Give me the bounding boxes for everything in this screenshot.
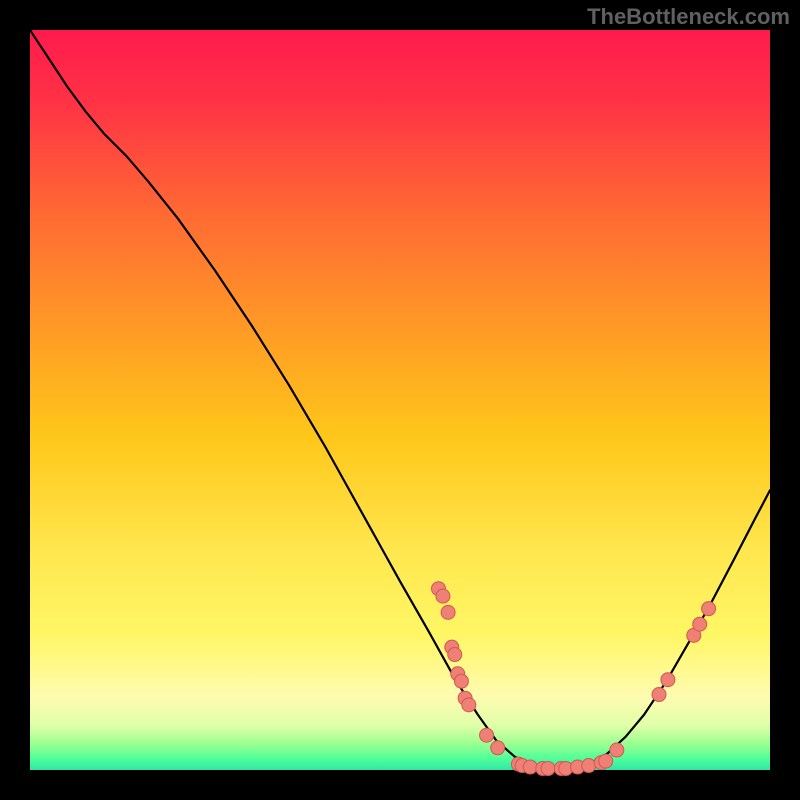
watermark-text: TheBottleneck.com — [587, 4, 790, 30]
gradient-plot-area — [30, 30, 770, 770]
data-marker — [436, 589, 450, 603]
data-marker — [582, 759, 596, 773]
data-marker — [661, 673, 675, 687]
chart-svg — [0, 0, 800, 800]
data-marker — [652, 688, 666, 702]
data-marker — [448, 648, 462, 662]
data-marker — [441, 605, 455, 619]
data-marker — [702, 602, 716, 616]
data-marker — [541, 762, 555, 776]
data-marker — [523, 760, 537, 774]
data-marker — [480, 728, 494, 742]
data-marker — [599, 754, 613, 768]
data-marker — [462, 698, 476, 712]
data-marker — [610, 743, 624, 757]
data-marker — [491, 741, 505, 755]
chart-stage: TheBottleneck.com — [0, 0, 800, 800]
data-marker — [454, 674, 468, 688]
data-marker — [693, 617, 707, 631]
